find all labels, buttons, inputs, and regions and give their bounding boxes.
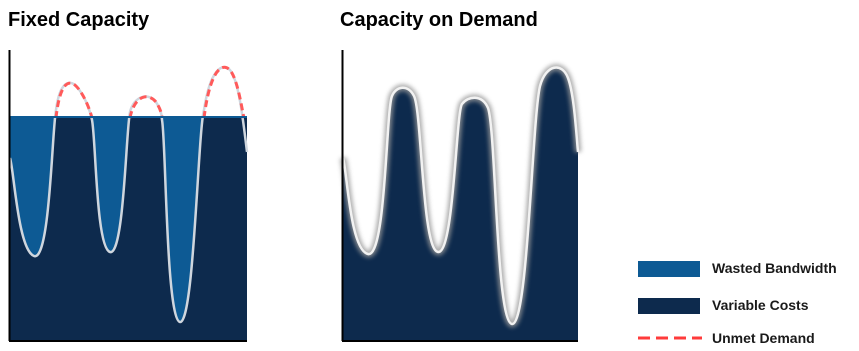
legend-item-variable-costs: Variable Costs (638, 295, 856, 317)
legend-item-wasted-bandwidth: Wasted Bandwidth (638, 258, 856, 280)
legend-label-wasted-bandwidth: Wasted Bandwidth (712, 260, 837, 276)
wasted-bandwidth-swatch (638, 261, 700, 277)
variable-cost-area (343, 67, 578, 341)
legend-label-unmet-demand: Unmet Demand (712, 330, 815, 346)
variable-costs-swatch (638, 298, 700, 314)
variable-cost-area (10, 118, 247, 341)
demand-curve (341, 66, 580, 326)
legend-label-variable-costs: Variable Costs (712, 297, 809, 313)
unmet-demand-peak-1 (54, 81, 94, 119)
legend-item-unmet-demand: Unmet Demand (638, 328, 856, 350)
unmet-demand-peak-3 (202, 65, 246, 119)
capacity-on-demand-title: Capacity on Demand (340, 9, 538, 31)
fixed-capacity-title: Fixed Capacity (8, 9, 150, 31)
unmet-demand-peak-2 (128, 95, 164, 119)
unmet-demand-dash-swatch (638, 336, 702, 340)
